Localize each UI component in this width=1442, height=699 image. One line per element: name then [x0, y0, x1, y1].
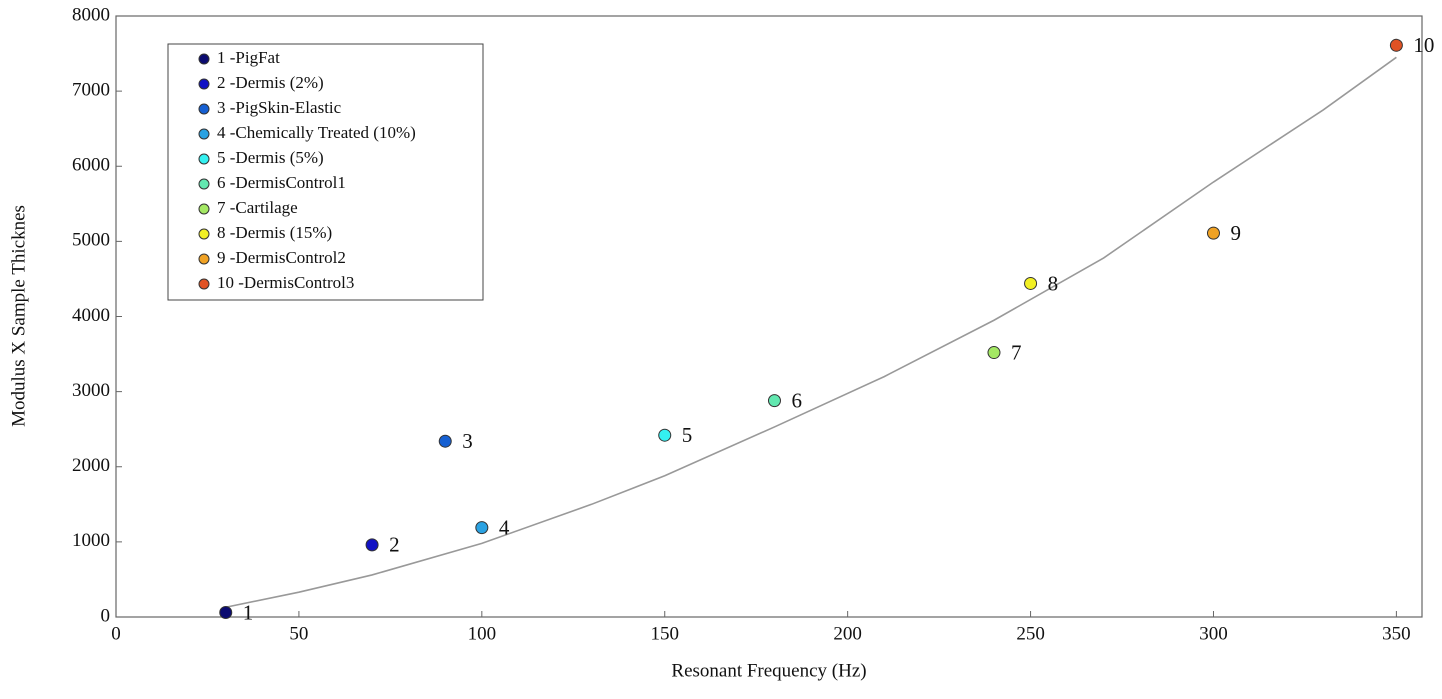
- data-point: [219, 605, 233, 619]
- x-tick-label: 300: [1199, 623, 1228, 644]
- x-tick-label: 250: [1016, 623, 1045, 644]
- legend-label: 2 -Dermis (2%): [217, 73, 324, 92]
- y-tick-label: 6000: [72, 155, 110, 176]
- y-axis-label: Modulus X Sample Thicknes: [8, 205, 29, 427]
- x-tick-label: 200: [833, 623, 862, 644]
- legend-marker: [198, 128, 210, 140]
- y-tick-label: 1000: [72, 530, 110, 551]
- y-tick-label: 5000: [72, 230, 110, 251]
- legend-box: [167, 43, 484, 301]
- legend-marker: [198, 278, 210, 290]
- legend-label: 7 -Cartilage: [217, 198, 298, 217]
- point-label: 4: [499, 515, 510, 539]
- legend-marker: [198, 253, 210, 265]
- data-point: [365, 538, 379, 552]
- point-label: 10: [1413, 33, 1434, 57]
- point-label: 2: [389, 533, 400, 557]
- legend-label: 1 -PigFat: [217, 48, 280, 67]
- legend-marker: [198, 228, 210, 240]
- legend-marker: [198, 78, 210, 90]
- legend-marker: [198, 153, 210, 165]
- y-tick-label: 4000: [72, 305, 110, 326]
- legend-label: 4 -Chemically Treated (10%): [217, 123, 416, 142]
- data-point: [1206, 226, 1220, 240]
- legend-marker: [198, 103, 210, 115]
- x-axis-label: Resonant Frequency (Hz): [671, 660, 866, 681]
- y-tick-label: 2000: [72, 455, 110, 476]
- legend-label: 8 -Dermis (15%): [217, 223, 332, 242]
- point-label: 5: [682, 423, 693, 447]
- fit-line: [225, 56, 1397, 609]
- point-label: 6: [791, 388, 802, 412]
- y-tick-label: 7000: [72, 79, 110, 100]
- point-label: 8: [1048, 271, 1059, 295]
- legend-label: 5 -Dermis (5%): [217, 148, 324, 167]
- point-label: 3: [462, 429, 473, 453]
- data-point: [1024, 276, 1038, 290]
- y-tick-label: 0: [101, 605, 111, 626]
- y-tick-label: 8000: [72, 4, 110, 25]
- data-point: [767, 394, 781, 408]
- legend-label: 6 -DermisControl1: [217, 173, 346, 192]
- legend-marker: [198, 203, 210, 215]
- point-label: 1: [243, 600, 254, 624]
- point-label: 7: [1011, 340, 1022, 364]
- data-point: [438, 434, 452, 448]
- point-label: 9: [1230, 221, 1241, 245]
- x-tick-label: 100: [468, 623, 497, 644]
- x-tick-label: 350: [1382, 623, 1411, 644]
- data-point: [475, 521, 489, 535]
- legend-label: 9 -DermisControl2: [217, 248, 346, 267]
- x-tick-label: 0: [111, 623, 121, 644]
- x-tick-label: 50: [289, 623, 308, 644]
- legend-marker: [198, 178, 210, 190]
- data-point: [987, 346, 1001, 360]
- legend-label: 3 -PigSkin-Elastic: [217, 98, 342, 117]
- legend-marker: [198, 53, 210, 65]
- data-point: [1389, 38, 1403, 52]
- x-tick-label: 150: [650, 623, 679, 644]
- data-point: [658, 428, 672, 442]
- y-tick-label: 3000: [72, 380, 110, 401]
- legend-label: 10 -DermisControl3: [217, 273, 354, 292]
